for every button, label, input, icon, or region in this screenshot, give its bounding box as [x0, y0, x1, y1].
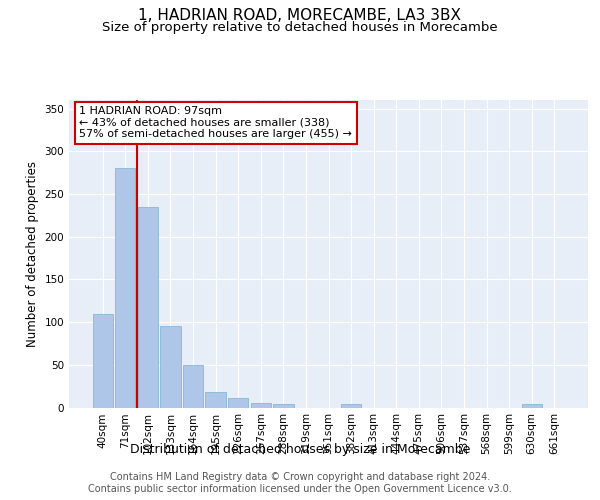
Text: 1 HADRIAN ROAD: 97sqm
← 43% of detached houses are smaller (338)
57% of semi-det: 1 HADRIAN ROAD: 97sqm ← 43% of detached …	[79, 106, 352, 140]
Bar	[341, 404, 361, 407]
Bar	[115, 168, 136, 408]
Bar	[521, 404, 542, 407]
Bar	[251, 403, 271, 407]
Text: Contains HM Land Registry data © Crown copyright and database right 2024.
Contai: Contains HM Land Registry data © Crown c…	[88, 472, 512, 494]
Y-axis label: Number of detached properties: Number of detached properties	[26, 161, 39, 347]
Bar	[228, 398, 248, 407]
Bar	[160, 326, 181, 407]
Bar	[138, 207, 158, 408]
Text: Size of property relative to detached houses in Morecambe: Size of property relative to detached ho…	[102, 21, 498, 34]
Bar	[183, 365, 203, 408]
Text: 1, HADRIAN ROAD, MORECAMBE, LA3 3BX: 1, HADRIAN ROAD, MORECAMBE, LA3 3BX	[139, 8, 461, 22]
Bar	[205, 392, 226, 407]
Text: Distribution of detached houses by size in Morecambe: Distribution of detached houses by size …	[130, 442, 470, 456]
Bar	[92, 314, 113, 408]
Bar	[273, 404, 293, 407]
